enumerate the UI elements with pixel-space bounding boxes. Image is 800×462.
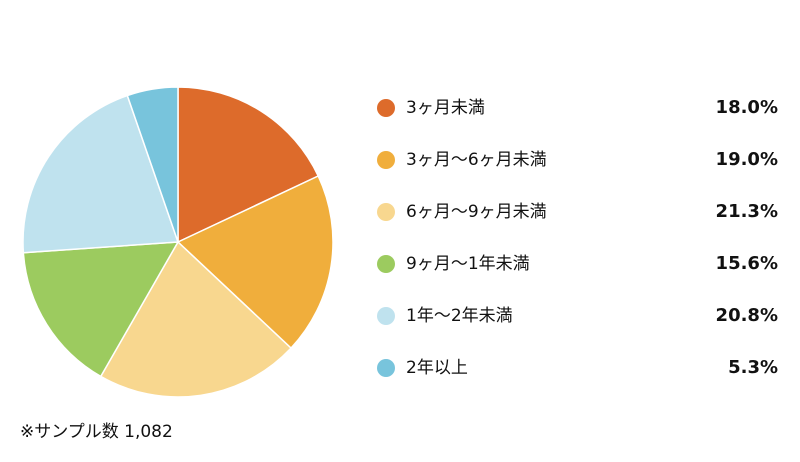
note: ※サンプル数 1,082: [20, 422, 173, 442]
legend-swatch: [377, 255, 395, 273]
pie-slice: [126, 86, 179, 243]
legend-label: 3ヶ月未満: [406, 98, 485, 118]
legend-swatch: [377, 151, 395, 169]
value-label: 15.6%: [716, 253, 778, 274]
value-label: 20.8%: [716, 305, 778, 326]
legend-label: 9ヶ月〜1年未満: [406, 254, 530, 274]
value-label: 18.0%: [716, 97, 778, 118]
value-label: 5.3%: [728, 357, 778, 378]
legend-label: 3ヶ月〜6ヶ月未満: [406, 150, 547, 170]
value-label: 21.3%: [716, 201, 778, 222]
legend-swatch: [377, 359, 395, 377]
legend-swatch: [377, 99, 395, 117]
legend-label: 1年〜2年未満: [406, 306, 513, 326]
pie-slice: [22, 94, 180, 254]
legend-swatch: [377, 307, 395, 325]
pie-slice: [22, 241, 180, 378]
value-label: 19.0%: [716, 149, 778, 170]
pie-slice: [99, 240, 293, 398]
legend-swatch: [377, 203, 395, 221]
pie-slice: [177, 86, 320, 244]
legend-label: 6ヶ月〜9ヶ月未満: [406, 202, 547, 222]
pie-slice: [176, 175, 334, 350]
legend-label: 2年以上: [406, 358, 468, 378]
